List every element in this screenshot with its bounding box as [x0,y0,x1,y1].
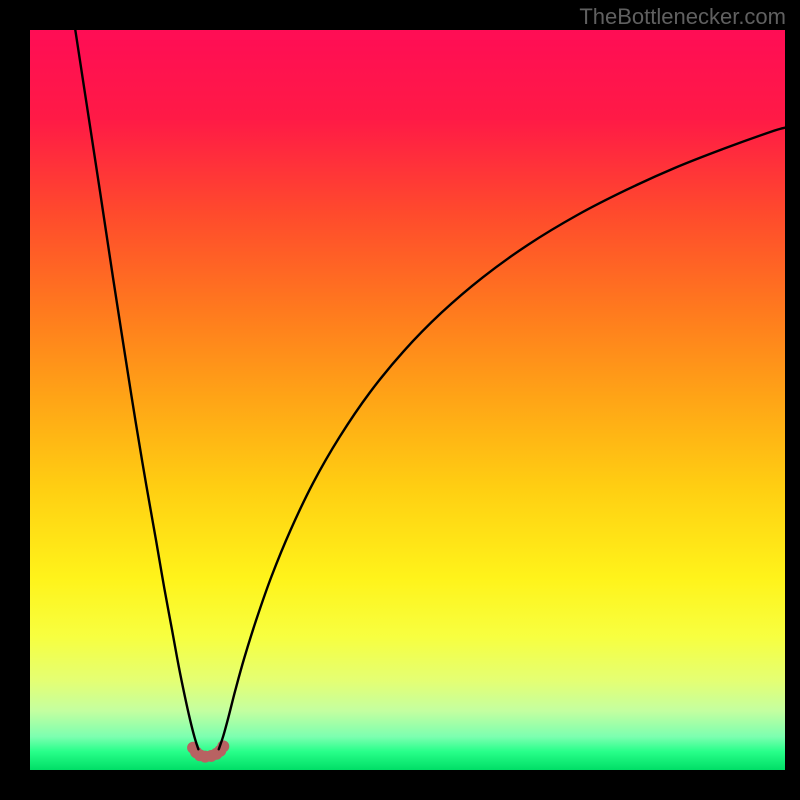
watermark-text: TheBottlenecker.com [579,4,786,30]
bottleneck-gradient [30,30,785,770]
chart-frame: TheBottlenecker.com [0,0,800,800]
plot-area [30,30,785,770]
